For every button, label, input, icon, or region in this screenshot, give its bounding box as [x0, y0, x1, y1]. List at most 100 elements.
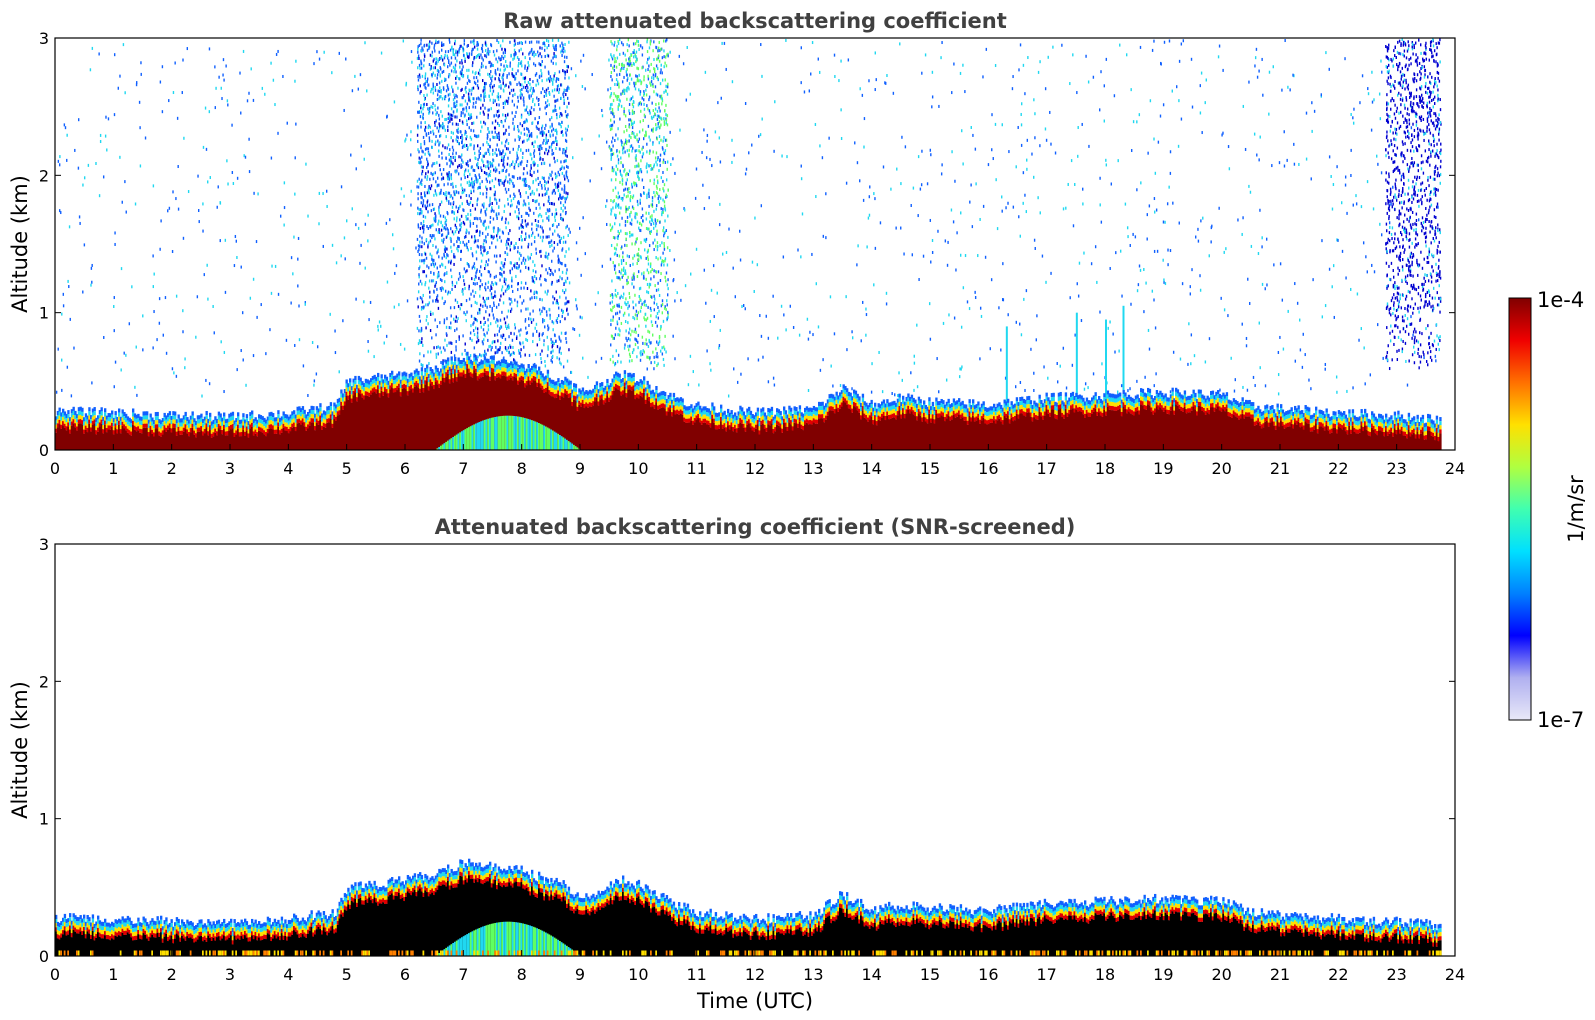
- plume-speck: [622, 165, 624, 169]
- plume-speck: [509, 164, 511, 168]
- plume-speck: [453, 262, 455, 266]
- plume-speck: [533, 50, 535, 54]
- plume-speck: [455, 170, 457, 174]
- plume-speck: [499, 80, 501, 84]
- plume-speck: [504, 60, 507, 64]
- noise-speck: [338, 51, 340, 55]
- plume-speck: [500, 152, 502, 156]
- noise-speck: [832, 384, 834, 388]
- noise-speck: [1182, 39, 1185, 43]
- plume-speck: [484, 219, 486, 223]
- noise-speck: [1153, 137, 1155, 141]
- noise-speck: [940, 172, 943, 176]
- plume-speck: [615, 78, 618, 82]
- plume-speck: [423, 54, 426, 58]
- plume-speck: [466, 181, 469, 185]
- noise-speck: [714, 130, 717, 134]
- plume-speck: [525, 326, 527, 330]
- plume-speck: [652, 142, 654, 146]
- plume-speck: [517, 147, 519, 151]
- plume-speck: [638, 258, 640, 262]
- plume-speck: [453, 354, 456, 358]
- noise-speck: [1100, 70, 1102, 74]
- noise-speck: [624, 220, 627, 224]
- plume-speck: [666, 263, 669, 267]
- plume-speck: [634, 156, 637, 160]
- plume-speck: [489, 199, 491, 203]
- noise-speck: [203, 273, 205, 277]
- plume-speck: [539, 225, 542, 229]
- plume-speck: [487, 296, 490, 300]
- noise-speck: [389, 218, 391, 222]
- plume-speck: [646, 104, 648, 108]
- plume-speck: [623, 91, 626, 95]
- plume-speck: [532, 161, 534, 165]
- noise-speck: [1177, 144, 1180, 148]
- plume-speck: [552, 301, 554, 305]
- plume-speck: [610, 53, 612, 57]
- noise-speck: [153, 272, 155, 276]
- plume-speck: [658, 114, 660, 118]
- noise-speck: [777, 336, 779, 340]
- plume-speck: [618, 72, 621, 76]
- plume-speck: [527, 90, 529, 94]
- plume-speck: [494, 77, 496, 81]
- plume-speck: [456, 109, 458, 113]
- plume-speck: [472, 47, 474, 51]
- noise-speck: [1070, 159, 1073, 163]
- plume-speck: [470, 177, 473, 181]
- noise-speck: [856, 161, 859, 165]
- plume-speck: [480, 210, 482, 214]
- plume-speck: [519, 341, 521, 345]
- noise-speck: [863, 117, 866, 121]
- plume-speck: [441, 233, 444, 237]
- noise-speck: [702, 183, 704, 187]
- noise-speck: [521, 301, 523, 305]
- noise-speck: [845, 181, 848, 185]
- noise-speck: [409, 138, 412, 142]
- noise-speck: [134, 385, 136, 389]
- noise-speck: [501, 230, 504, 234]
- plume-speck: [499, 68, 502, 72]
- plume-speck: [615, 216, 617, 220]
- plume-speck: [449, 148, 451, 152]
- plume-speck: [482, 110, 485, 114]
- noise-speck: [1027, 56, 1029, 60]
- plume-speck: [514, 92, 516, 96]
- plume-speck: [498, 348, 501, 352]
- plume-speck: [449, 291, 452, 295]
- plume-speck: [537, 182, 540, 186]
- noise-speck: [215, 86, 217, 90]
- plume-speck: [486, 179, 488, 183]
- plume-speck: [460, 303, 462, 307]
- plume-speck: [631, 359, 633, 363]
- plume-speck: [650, 229, 653, 233]
- noise-speck: [953, 316, 956, 320]
- plume-speck: [611, 300, 613, 304]
- plume-speck: [465, 90, 467, 94]
- noise-speck: [1033, 371, 1035, 375]
- plume-speck: [622, 258, 625, 262]
- plume-speck: [495, 213, 498, 217]
- plume-speck: [483, 249, 485, 253]
- plume-speck: [527, 195, 529, 199]
- plume-speck: [445, 194, 448, 198]
- plume-speck: [424, 175, 426, 179]
- plume-speck: [455, 281, 458, 285]
- plume-speck: [526, 212, 528, 216]
- plume-speck: [476, 144, 479, 148]
- plume-speck: [514, 42, 517, 46]
- plume-speck: [552, 133, 554, 137]
- plume-speck: [522, 225, 525, 229]
- noise-speck: [483, 322, 485, 326]
- noise-speck: [269, 328, 271, 332]
- noise-speck: [1084, 382, 1087, 386]
- noise-speck: [719, 328, 721, 332]
- noise-speck: [1071, 363, 1074, 367]
- plume-speck: [628, 291, 630, 295]
- plume-speck: [496, 318, 498, 322]
- plume-speck: [457, 206, 460, 210]
- plume-speck: [526, 286, 529, 290]
- plume-speck: [553, 140, 555, 144]
- noise-speck: [98, 52, 100, 56]
